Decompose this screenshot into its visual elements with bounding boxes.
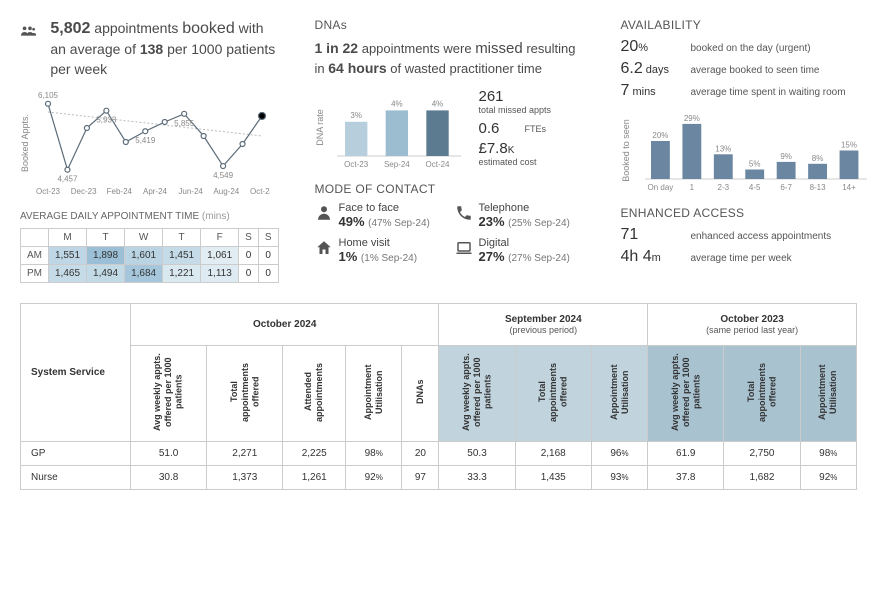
svg-text:4,549: 4,549 bbox=[213, 171, 234, 180]
col-appointments: 5,802 appointments booked with an averag… bbox=[20, 18, 279, 283]
appts-word: booked bbox=[182, 20, 235, 37]
svg-text:14+: 14+ bbox=[842, 183, 856, 192]
svg-text:Booked Appts.: Booked Appts. bbox=[20, 114, 30, 172]
home-icon bbox=[315, 239, 333, 260]
dnas-title: DNAs bbox=[315, 18, 585, 32]
svg-text:20%: 20% bbox=[652, 131, 668, 140]
svg-text:5,855: 5,855 bbox=[174, 118, 195, 127]
mode-of-contact-grid: Face to face49% (47% Sep-24) Telephone23%… bbox=[315, 202, 585, 264]
svg-text:Sep-24: Sep-24 bbox=[383, 160, 409, 169]
svg-text:15%: 15% bbox=[840, 141, 856, 150]
col-dnas-moc: DNAs 1 in 22 appointments were missed re… bbox=[315, 18, 585, 283]
phone-icon bbox=[455, 204, 473, 225]
daily-table-title: AVERAGE DAILY APPOINTMENT TIME (mins) bbox=[20, 211, 279, 222]
person-icon bbox=[315, 204, 333, 225]
moc-person: Face to face49% (47% Sep-24) bbox=[315, 202, 445, 229]
svg-text:9%: 9% bbox=[780, 152, 792, 161]
svg-text:6-7: 6-7 bbox=[780, 183, 792, 192]
appts-headline: 5,802 appointments booked with an averag… bbox=[50, 18, 278, 80]
svg-text:4,457: 4,457 bbox=[57, 174, 78, 183]
svg-text:8-13: 8-13 bbox=[809, 183, 826, 192]
svg-text:5,419: 5,419 bbox=[135, 136, 156, 145]
daily-appt-table: MTWTFSSAM1,5511,8981,6011,4511,06100PM1,… bbox=[20, 228, 279, 283]
moc-laptop: Digital27% (27% Sep-24) bbox=[455, 237, 585, 264]
svg-text:4-5: 4-5 bbox=[748, 183, 760, 192]
svg-text:1: 1 bbox=[689, 183, 694, 192]
svg-text:6,105: 6,105 bbox=[38, 90, 59, 99]
svg-text:Feb-24: Feb-24 bbox=[107, 187, 133, 196]
laptop-icon bbox=[455, 239, 473, 260]
svg-text:DNA rate: DNA rate bbox=[315, 109, 325, 146]
col-availability: AVAILABILITY 20%booked on the day (urgen… bbox=[621, 18, 871, 283]
svg-text:29%: 29% bbox=[683, 114, 699, 123]
appts-rate: 138 bbox=[140, 41, 163, 57]
svg-text:Oct-23: Oct-23 bbox=[344, 160, 369, 169]
svg-text:5,933: 5,933 bbox=[96, 115, 117, 124]
moc-home: Home visit1% (1% Sep-24) bbox=[315, 237, 445, 264]
svg-text:Aug-24: Aug-24 bbox=[213, 187, 239, 196]
svg-text:Jun-24: Jun-24 bbox=[178, 187, 203, 196]
svg-text:8%: 8% bbox=[811, 154, 823, 163]
svg-text:Oct-24: Oct-24 bbox=[425, 160, 450, 169]
svg-text:5%: 5% bbox=[748, 160, 760, 169]
svg-text:Dec-23: Dec-23 bbox=[71, 187, 97, 196]
svg-text:Oct-23: Oct-23 bbox=[36, 187, 61, 196]
svg-text:2-3: 2-3 bbox=[717, 183, 729, 192]
availability-title: AVAILABILITY bbox=[621, 18, 871, 32]
svg-text:4%: 4% bbox=[431, 99, 443, 108]
dna-stats: 261total missed appts0.6FTEs£7.8Kestimat… bbox=[479, 85, 569, 172]
svg-text:3%: 3% bbox=[350, 110, 362, 119]
availability-stats: 20%booked on the day (urgent)6.2 daysave… bbox=[621, 38, 871, 100]
enhanced-title: ENHANCED ACCESS bbox=[621, 206, 871, 220]
appts-count: 5,802 bbox=[50, 20, 90, 37]
svg-text:Booked to seen: Booked to seen bbox=[621, 119, 631, 182]
enhanced-stats: 71enhanced access appointments4h 4mavera… bbox=[621, 226, 871, 266]
system-service-table: System ServiceOctober 2024September 2024… bbox=[20, 303, 857, 490]
dnas-headline: 1 in 22 appointments were missed resulti… bbox=[315, 38, 585, 79]
dashboard-top: 5,802 appointments booked with an averag… bbox=[20, 18, 857, 283]
moc-title: MODE OF CONTACT bbox=[315, 182, 585, 196]
svg-text:13%: 13% bbox=[715, 144, 731, 153]
booked-appts-line-chart: Booked Appts. 6,105 4,457 5,933 5,419 5,855 4,… bbox=[20, 88, 270, 198]
moc-phone: Telephone23% (25% Sep-24) bbox=[455, 202, 585, 229]
svg-text:Apr-24: Apr-24 bbox=[143, 187, 168, 196]
svg-text:4%: 4% bbox=[391, 99, 403, 108]
booked-to-seen-bar-chart: Booked to seen 20% On day 29% 1 13% 2-3 5% 4-5 9%… bbox=[621, 108, 871, 193]
dna-rate-bar-chart: DNA rate 3% Oct-23 4% Sep-24 4% Oct-24 bbox=[315, 85, 465, 170]
svg-text:On day: On day bbox=[647, 183, 673, 192]
svg-text:Oct-24: Oct-24 bbox=[250, 187, 270, 196]
people-icon bbox=[20, 18, 36, 46]
